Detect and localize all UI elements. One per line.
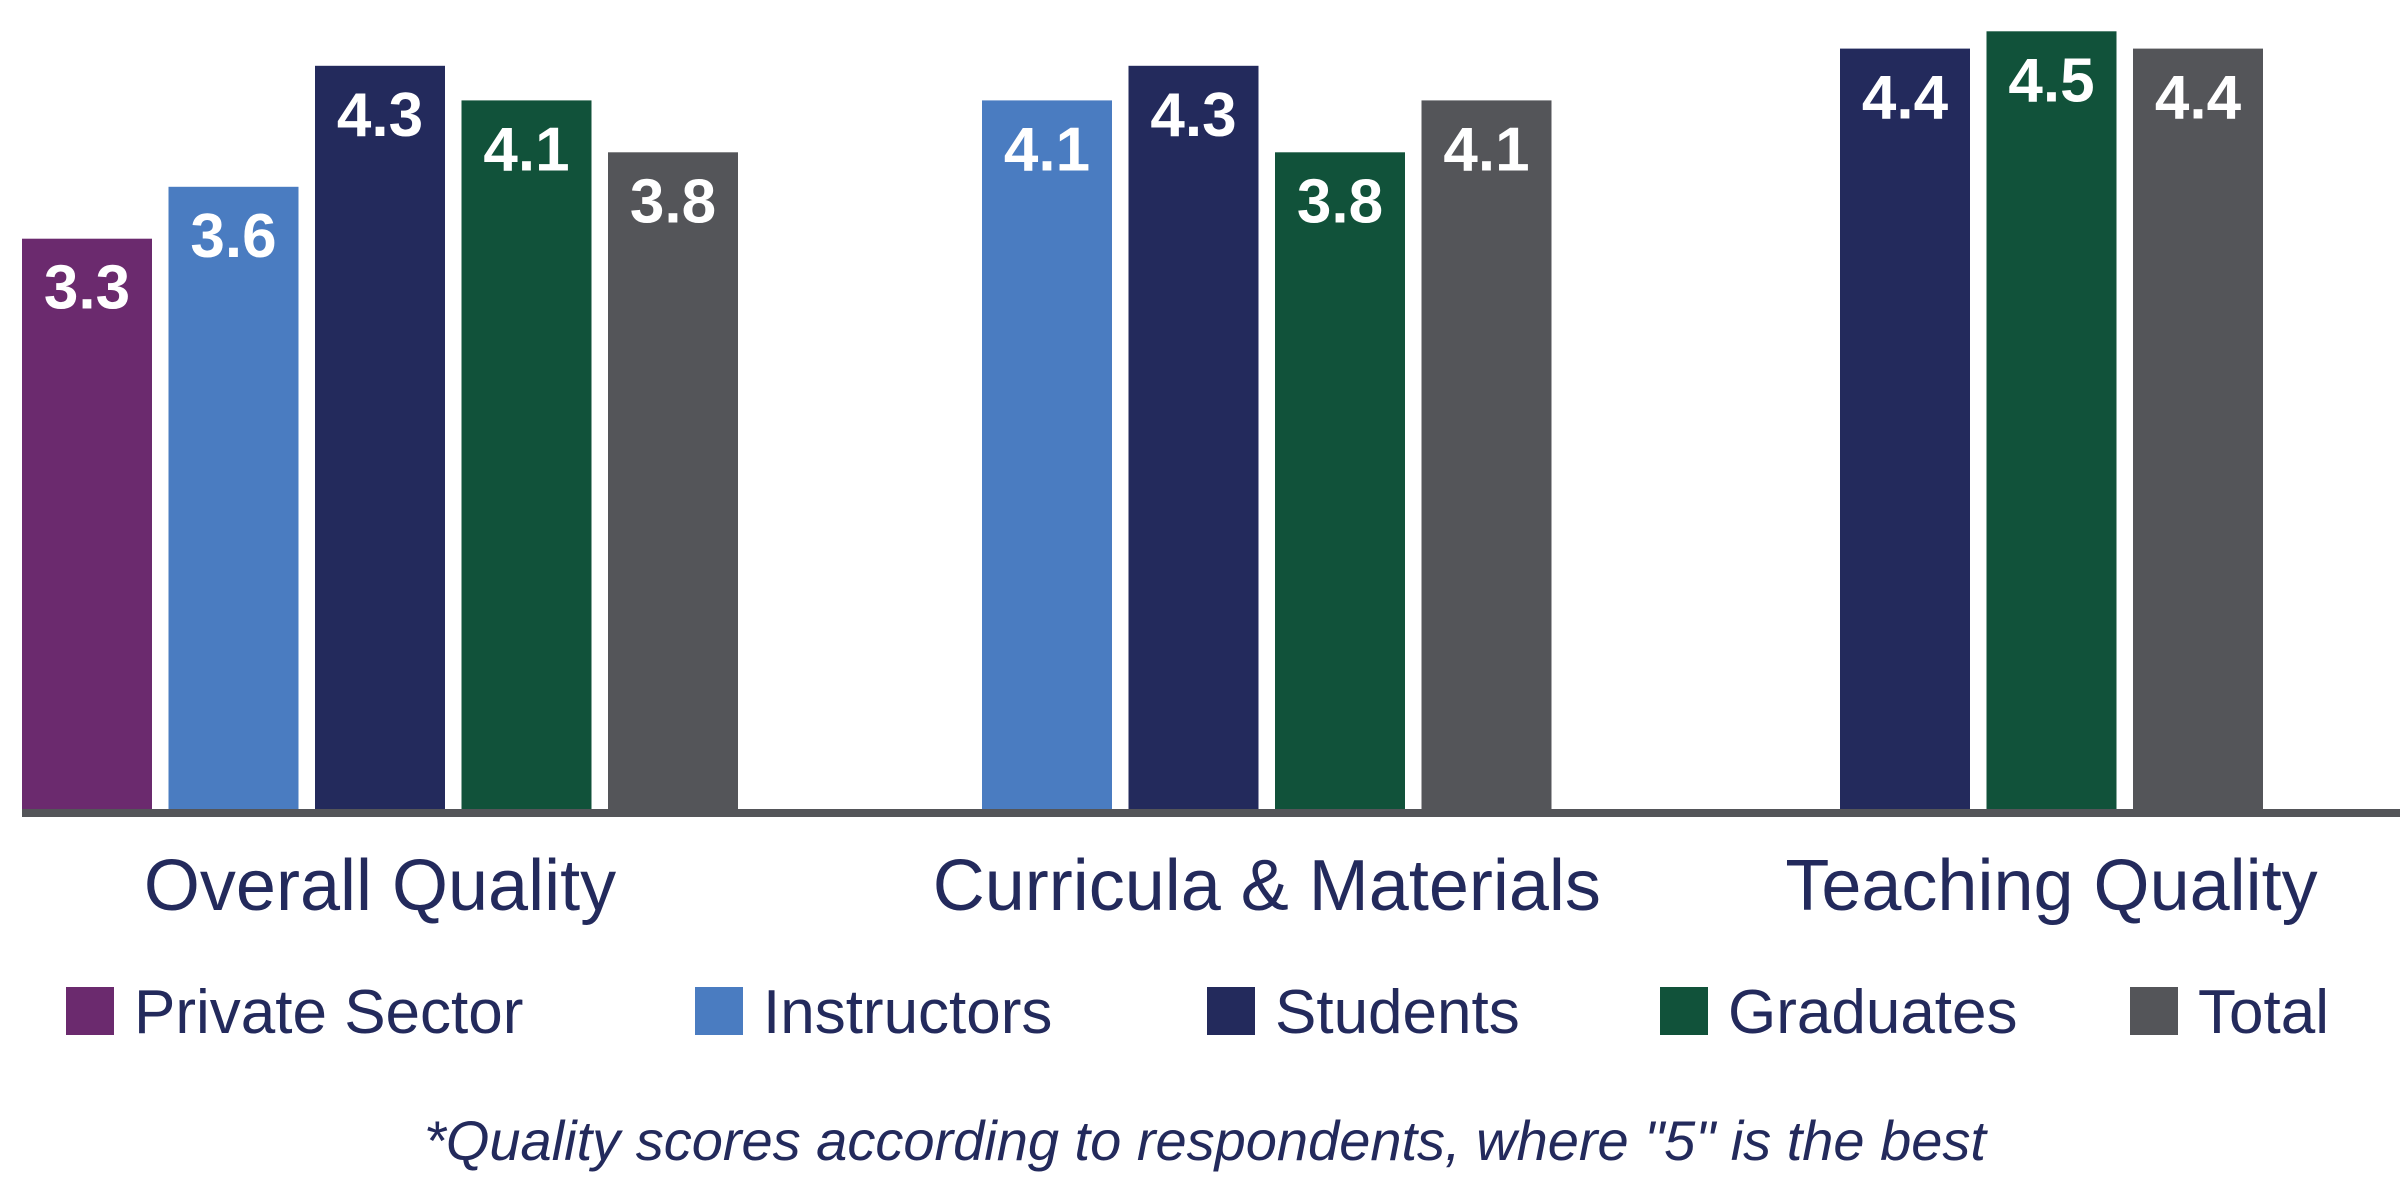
bar-overall-quality-total: [608, 152, 738, 810]
category-labels: Overall Quality Curricula & Materials Teac…: [144, 846, 2318, 926]
bar-overall-quality-graduates: [461, 100, 592, 809]
data-label-teaching-quality-students: 4.4: [1862, 64, 1949, 133]
bar-curricula-and-materials-total: [1421, 100, 1552, 809]
legend-item-private-sector: Private Sector: [66, 978, 523, 1047]
footnote: *Quality scores according to respondents…: [424, 1109, 1988, 1172]
data-label-overall-quality-total: 3.8: [630, 167, 716, 236]
data-label-curricula-and-materials-graduates: 3.8: [1297, 167, 1383, 236]
legend: Private Sector Instructors Students Graduat…: [66, 978, 2329, 1047]
bar-teaching-quality-total: [2133, 48, 2263, 810]
bars-layer: 3.3 3.6 4.3 4.1 3.8 4.1 4.3 3.8 4.1 4.4 4.5 4.4: [22, 31, 2263, 810]
data-label-teaching-quality-total: 4.4: [2155, 64, 2242, 133]
legend-label-graduates: Graduates: [1728, 978, 2018, 1047]
legend-label-total: Total: [2198, 978, 2329, 1047]
category-label-overall-quality: Overall Quality: [144, 846, 616, 926]
legend-swatch-private-sector: [66, 987, 114, 1035]
legend-swatch-total: [2130, 987, 2178, 1035]
legend-label-instructors: Instructors: [763, 978, 1052, 1047]
legend-item-total: Total: [2130, 978, 2329, 1047]
legend-label-private-sector: Private Sector: [134, 978, 523, 1047]
bar-curricula-and-materials-graduates: [1275, 152, 1405, 810]
legend-swatch-instructors: [695, 987, 743, 1035]
bar-curricula-and-materials-instructors: [982, 100, 1112, 809]
data-label-curricula-and-materials-total: 4.1: [1443, 115, 1529, 184]
category-label-teaching-quality: Teaching Quality: [1785, 846, 2317, 926]
bar-overall-quality-private-sector: [22, 238, 152, 809]
bar-overall-quality-instructors: [168, 186, 299, 810]
data-label-overall-quality-private-sector: 3.3: [44, 254, 130, 323]
legend-swatch-graduates: [1660, 987, 1708, 1035]
data-label-curricula-and-materials-students: 4.3: [1150, 81, 1236, 150]
data-label-curricula-and-materials-instructors: 4.1: [1004, 115, 1090, 184]
bar-curricula-and-materials-students: [1128, 65, 1259, 810]
legend-swatch-students: [1207, 987, 1255, 1035]
category-label-curricula-and-materials: Curricula & Materials: [933, 846, 1601, 926]
legend-item-instructors: Instructors: [695, 978, 1052, 1047]
bar-teaching-quality-graduates: [1986, 31, 2117, 810]
legend-label-students: Students: [1275, 978, 1520, 1047]
legend-item-students: Students: [1207, 978, 1520, 1047]
data-label-overall-quality-graduates: 4.1: [483, 115, 569, 184]
data-label-overall-quality-instructors: 3.6: [190, 202, 276, 271]
legend-item-graduates: Graduates: [1660, 978, 2018, 1047]
bar-teaching-quality-students: [1840, 48, 1970, 810]
data-label-overall-quality-students: 4.3: [337, 81, 423, 150]
data-label-teaching-quality-graduates: 4.5: [2008, 46, 2094, 115]
bar-overall-quality-students: [315, 65, 445, 810]
